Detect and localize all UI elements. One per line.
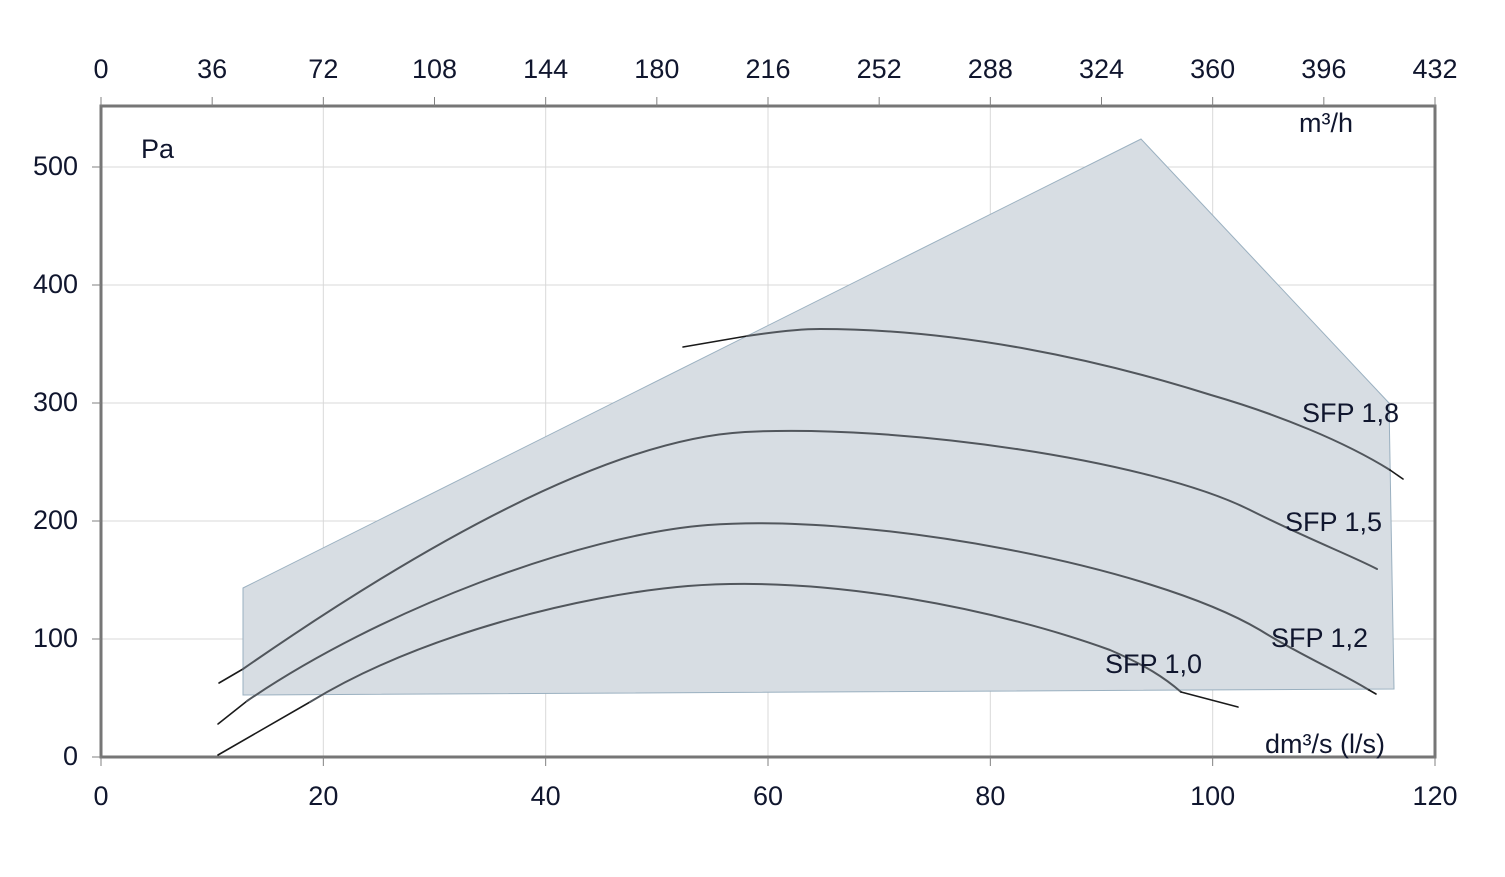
svg-text:80: 80 <box>975 781 1005 811</box>
svg-text:108: 108 <box>412 54 457 84</box>
svg-text:120: 120 <box>1412 781 1457 811</box>
svg-text:SFP 1,8: SFP 1,8 <box>1302 398 1399 428</box>
svg-text:100: 100 <box>1190 781 1235 811</box>
svg-text:100: 100 <box>33 623 78 653</box>
svg-text:180: 180 <box>634 54 679 84</box>
svg-text:396: 396 <box>1301 54 1346 84</box>
svg-text:Pa: Pa <box>141 134 175 164</box>
svg-text:60: 60 <box>753 781 783 811</box>
svg-text:252: 252 <box>857 54 902 84</box>
svg-text:200: 200 <box>33 505 78 535</box>
svg-text:0: 0 <box>93 781 108 811</box>
svg-text:72: 72 <box>308 54 338 84</box>
svg-text:SFP 1,0: SFP 1,0 <box>1105 649 1202 679</box>
svg-text:m³/h: m³/h <box>1299 108 1353 138</box>
svg-text:500: 500 <box>33 151 78 181</box>
svg-text:0: 0 <box>63 741 78 771</box>
svg-text:36: 36 <box>197 54 227 84</box>
svg-text:SFP 1,5: SFP 1,5 <box>1285 507 1382 537</box>
svg-text:360: 360 <box>1190 54 1235 84</box>
svg-text:216: 216 <box>745 54 790 84</box>
svg-text:20: 20 <box>308 781 338 811</box>
svg-text:144: 144 <box>523 54 568 84</box>
svg-text:300: 300 <box>33 387 78 417</box>
svg-text:288: 288 <box>968 54 1013 84</box>
svg-text:0: 0 <box>93 54 108 84</box>
svg-text:dm³/s (l/s): dm³/s (l/s) <box>1265 729 1385 759</box>
svg-text:40: 40 <box>531 781 561 811</box>
svg-text:324: 324 <box>1079 54 1124 84</box>
svg-text:432: 432 <box>1412 54 1457 84</box>
svg-text:400: 400 <box>33 269 78 299</box>
svg-text:SFP 1,2: SFP 1,2 <box>1271 623 1368 653</box>
